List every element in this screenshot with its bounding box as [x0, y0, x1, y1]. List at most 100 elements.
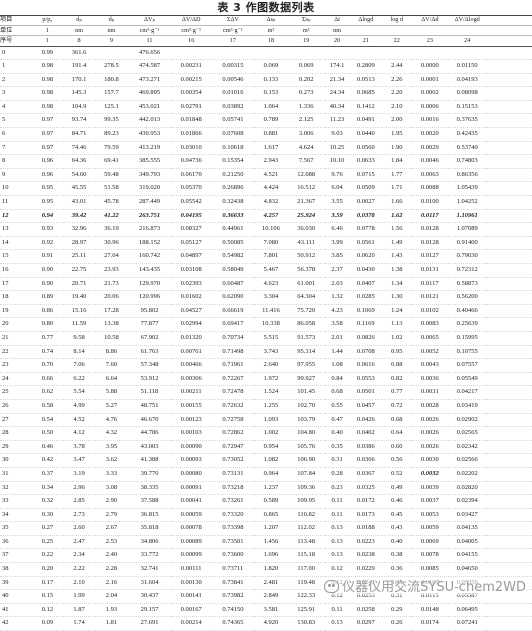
table-cell-empty — [486, 467, 532, 481]
header-cell: 19 — [287, 35, 325, 47]
table-cell: 0.01320 — [180, 333, 202, 341]
row-index: 36 — [2, 537, 9, 545]
table-cell: 1.90 — [391, 143, 403, 151]
table-cell: 0.0426 — [356, 415, 375, 423]
table-cell: 57.348 — [140, 361, 159, 369]
table-cell: 0.13 — [331, 619, 343, 627]
table-cell: 0.74 — [41, 347, 54, 355]
header-cell: ΔV/Δd — [411, 15, 449, 26]
table-cell: 174.1 — [329, 62, 345, 70]
row-index: 23 — [2, 361, 9, 369]
table-cell: 43.01 — [71, 198, 87, 206]
table-cell: 10.58 — [104, 333, 119, 341]
table-cell: 0.73052 — [222, 456, 244, 464]
table-cell: 0.0037 — [420, 497, 439, 505]
table-cell: 0.98 — [41, 89, 54, 97]
table-cell: 0.0708 — [356, 347, 375, 355]
table-cell: 0.00466 — [180, 361, 202, 369]
table-cell: 7.080 — [263, 238, 279, 246]
table-cell: 0.0402 — [356, 429, 375, 437]
table-cell: 0.0020 — [420, 130, 439, 138]
table-cell: 0.47 — [331, 415, 343, 423]
table-cell: 0.73600 — [222, 551, 244, 559]
table-cell: 84.71 — [71, 130, 87, 138]
table-cell: 0.15995 — [456, 333, 478, 341]
table-cell: 120.996 — [138, 293, 161, 301]
table-cell: 0.273 — [298, 89, 314, 97]
header-cell: 单位 — [0, 25, 32, 36]
table-cell: 3.743 — [263, 347, 279, 355]
row-index: 28 — [2, 429, 9, 437]
table-cell: 0.50 — [41, 429, 54, 437]
table-row: 14 0.92 28.97 30.96 188.152 0.05127 0.50085 7.0… — [0, 236, 532, 250]
table-cell: 0.0826 — [356, 333, 375, 341]
table-cell: 0.62 — [41, 388, 54, 396]
table-cell: 0.04217 — [456, 388, 478, 396]
row-index: 3 — [2, 89, 6, 97]
table-cell: 130.83 — [297, 619, 316, 627]
table-cell: 0.00141 — [180, 592, 202, 600]
table-cell-empty — [486, 318, 532, 332]
table-cell: 0.73131 — [222, 469, 244, 477]
table-row: 24 0.66 6.22 6.64 53.912 0.00306 0.72267 1.972 9… — [0, 372, 532, 386]
table-cell: 0.55 — [331, 401, 343, 409]
table-cell: 0.70734 — [222, 333, 244, 341]
table-cell: 0.0173 — [356, 510, 375, 518]
table-cell-empty — [486, 155, 532, 169]
table-cell: 0.91 — [41, 252, 54, 260]
table-cell: 3.08 — [105, 483, 118, 491]
table-cell: 3.33 — [105, 469, 118, 477]
table-cell-empty — [486, 372, 532, 386]
header-cell: 1 — [31, 25, 64, 36]
table-cell: 1.05439 — [456, 184, 478, 192]
table-cell: 1.62 — [391, 211, 403, 219]
table-cell: 0.07608 — [222, 130, 244, 138]
header-cell: 21 — [349, 35, 383, 47]
table-cell: 0.31 — [391, 592, 403, 600]
table-row: 5 0.97 93.74 99.35 442.013 0.01848 0.05741 0.78… — [0, 114, 532, 128]
table-cell: 3.78 — [73, 442, 85, 450]
table-cell: 0.22 — [41, 551, 54, 559]
table-cell: 0.00306 — [180, 374, 202, 382]
table-row: 36 0.25 2.47 2.53 34.806 0.00089 0.73501 1.456 1… — [0, 535, 532, 549]
table-cell: 103.79 — [297, 415, 316, 423]
table-cell: 106.90 — [297, 456, 316, 464]
table-row: 3 0.98 145.3 157.7 469.895 0.00354 0.01016 0.15… — [0, 87, 532, 101]
table-row: 15 0.91 25.11 27.04 160.742 0.04897 0.54982 7.8… — [0, 250, 532, 264]
table-row: 27 0.54 4.52 4.76 46.670 0.00123 0.72758 1.093 1… — [0, 413, 532, 427]
table-cell: 64.304 — [297, 293, 316, 301]
table-cell: 95.314 — [297, 347, 316, 355]
table-cell: 48.751 — [140, 401, 159, 409]
table-cell: 0.38 — [391, 551, 403, 559]
header-cell — [382, 25, 412, 36]
table-cell: 0.133 — [263, 75, 279, 83]
table-cell: 0.0085 — [420, 565, 439, 573]
table-row: 18 0.89 19.40 20.06 120.996 0.01602 0.62090 3.3… — [0, 291, 532, 305]
table-cell: 0.0561 — [356, 238, 375, 246]
table-cell: 0.25 — [41, 537, 54, 545]
table-cell: 51.58 — [104, 184, 119, 192]
table-cell: 0.0030 — [420, 456, 439, 464]
table-cell: 1.04252 — [456, 198, 478, 206]
table-cell: 0.03419 — [456, 401, 478, 409]
table-cell: 0.56 — [391, 456, 403, 464]
table-cell: 5.467 — [263, 266, 279, 273]
header-cell: 11 — [127, 35, 172, 47]
table-cell-empty — [486, 440, 532, 454]
table-cell: 2.125 — [298, 116, 314, 124]
row-index: 33 — [2, 497, 9, 505]
table-cell: 15.16 — [71, 306, 87, 314]
header-cell — [349, 25, 383, 36]
table-cell: 2.640 — [263, 361, 279, 369]
table-cell: 20.71 — [71, 279, 87, 287]
table-cell: 349.793 — [138, 170, 161, 178]
table-cell: 0.90 — [41, 266, 54, 273]
table-cell: 216.873 — [138, 225, 161, 233]
table-cell: 0.66 — [41, 374, 54, 382]
table-cell-empty — [486, 250, 532, 264]
row-index: 7 — [2, 143, 6, 151]
header-cell-empty — [485, 15, 532, 26]
table-cell: 28.97 — [71, 238, 87, 246]
row-index: 37 — [2, 551, 9, 559]
header-cell: 23 — [411, 35, 449, 47]
